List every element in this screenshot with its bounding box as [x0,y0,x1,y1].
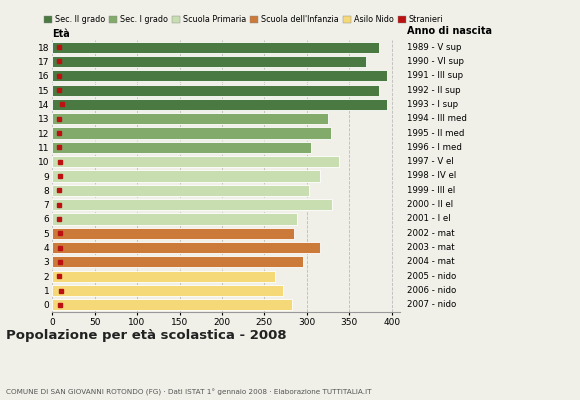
Bar [52,99,387,110]
Text: 1999 - III el: 1999 - III el [407,186,455,195]
Text: 1989 - V sup: 1989 - V sup [407,43,461,52]
Text: 1996 - I med: 1996 - I med [407,143,462,152]
Text: 2000 - II el: 2000 - II el [407,200,453,209]
Text: 1994 - III med: 1994 - III med [407,114,466,123]
Bar [52,56,366,67]
Text: 1995 - II med: 1995 - II med [407,128,464,138]
Bar [52,128,331,139]
Bar [52,285,283,296]
Text: 2007 - nido: 2007 - nido [407,300,456,309]
Text: 2005 - nido: 2005 - nido [407,272,456,281]
Bar [52,185,309,196]
Text: 2004 - mat: 2004 - mat [407,257,454,266]
Bar [52,84,379,96]
Text: 1990 - VI sup: 1990 - VI sup [407,57,463,66]
Bar [52,42,379,53]
Text: Anno di nascita: Anno di nascita [407,26,492,36]
Text: Popolazione per età scolastica - 2008: Popolazione per età scolastica - 2008 [6,329,287,342]
Bar [52,113,328,124]
Text: 1992 - II sup: 1992 - II sup [407,86,460,95]
Bar [52,271,276,282]
Text: Età: Età [52,29,70,39]
Bar [52,170,320,182]
Bar [52,299,292,310]
Text: 2001 - I el: 2001 - I el [407,214,450,224]
Legend: Sec. II grado, Sec. I grado, Scuola Primaria, Scuola dell'Infanzia, Asilo Nido, : Sec. II grado, Sec. I grado, Scuola Prim… [44,16,443,24]
Text: 1997 - V el: 1997 - V el [407,157,454,166]
Bar [52,213,296,224]
Text: 2003 - mat: 2003 - mat [407,243,454,252]
Bar [52,256,303,268]
Text: 2006 - nido: 2006 - nido [407,286,456,295]
Bar [52,142,311,153]
Text: 1993 - I sup: 1993 - I sup [407,100,458,109]
Bar [52,199,332,210]
Bar [52,242,320,253]
Bar [52,156,339,167]
Text: 2002 - mat: 2002 - mat [407,229,454,238]
Text: 1998 - IV el: 1998 - IV el [407,172,456,180]
Text: 1991 - III sup: 1991 - III sup [407,71,463,80]
Bar [52,228,294,239]
Text: COMUNE DI SAN GIOVANNI ROTONDO (FG) · Dati ISTAT 1° gennaio 2008 · Elaborazione : COMUNE DI SAN GIOVANNI ROTONDO (FG) · Da… [6,389,371,396]
Bar [52,70,387,81]
